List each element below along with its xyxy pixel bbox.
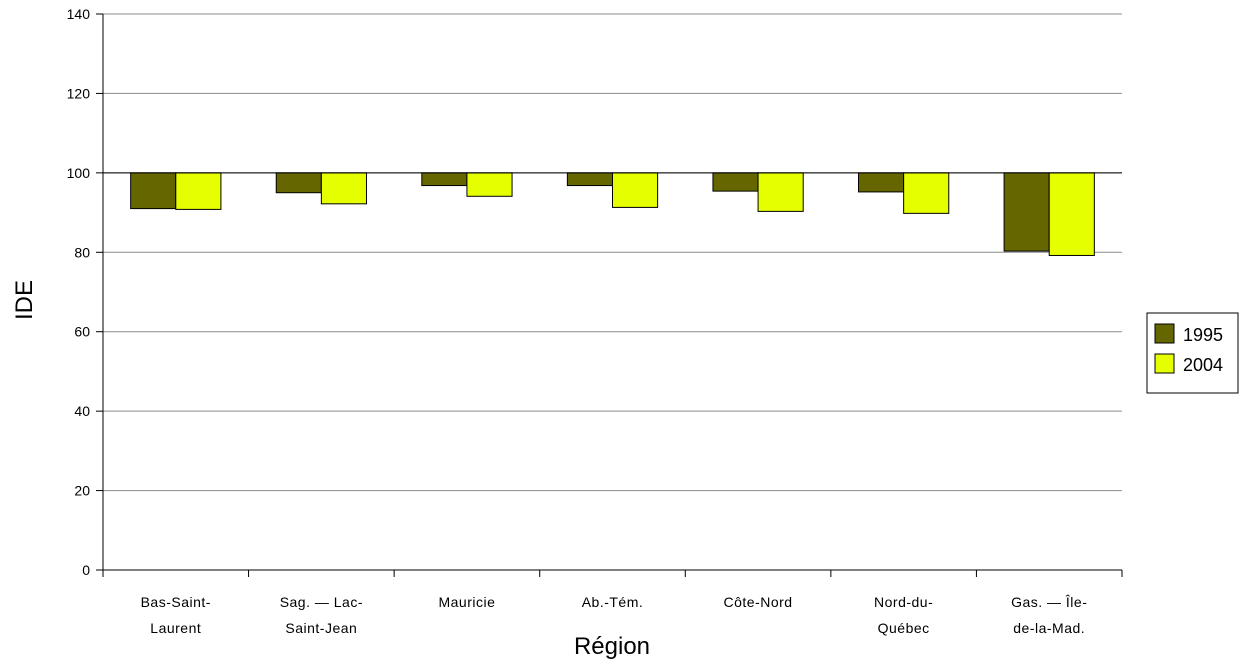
bar-1995-4 (712, 172, 759, 192)
legend: 1995 2004 (1146, 312, 1239, 394)
bar-1995-5 (858, 172, 905, 193)
bar-2004-1 (320, 172, 367, 205)
y-axis-title: IDE (11, 280, 38, 320)
bar-1995-3 (566, 172, 614, 187)
bar-2004-4 (757, 172, 804, 212)
legend-label-1995: 1995 (1183, 325, 1223, 345)
x-category-label: Sag. — Lac- (280, 594, 363, 610)
bar-1995-2 (421, 172, 468, 187)
y-tick-label: 140 (67, 6, 91, 22)
axes (96, 13, 1123, 577)
x-axis-title: Région (574, 633, 650, 660)
x-category-label: Côte-Nord (724, 594, 793, 610)
x-category-labels: Bas-Saint- Laurent Sag. — Lac- Saint-Jean Ma… (141, 594, 1087, 636)
y-tick-label: 100 (67, 165, 91, 181)
gridlines (103, 13, 1122, 492)
y-tick-label: 80 (74, 244, 90, 260)
x-category-label: Gas. — Île- (1011, 594, 1087, 610)
legend-label-2004: 2004 (1183, 355, 1223, 375)
x-category-label: Laurent (150, 620, 201, 636)
bars (130, 172, 1095, 256)
legend-swatch-1995 (1154, 323, 1175, 344)
y-tick-label: 60 (74, 324, 90, 340)
bar-2004-0 (175, 172, 222, 210)
y-tick-labels: 0 20 40 60 80 100 120 140 (67, 6, 91, 578)
bar-2004-3 (612, 172, 659, 208)
x-category-label: Bas-Saint- (141, 594, 211, 610)
bar-2004-5 (903, 172, 950, 214)
bar-1995-0 (130, 172, 177, 210)
y-tick-label: 40 (74, 403, 90, 419)
y-tick-label: 20 (74, 483, 90, 499)
x-category-label: Québec (878, 620, 930, 636)
x-category-label: Nord-du- (874, 594, 933, 610)
y-tick-label: 120 (67, 85, 91, 101)
bar-2004-2 (466, 172, 513, 197)
bar-2004-6 (1048, 172, 1095, 256)
bar-1995-6 (1003, 172, 1050, 252)
x-category-label: de-la-Mad. (1013, 620, 1085, 636)
x-category-label: Mauricie (438, 594, 495, 610)
bar-1995-1 (275, 172, 322, 194)
y-tick-label: 0 (82, 562, 90, 578)
x-category-label: Saint-Jean (285, 620, 357, 636)
x-category-label: Ab.-Tém. (582, 594, 644, 610)
legend-swatch-2004 (1154, 353, 1175, 374)
